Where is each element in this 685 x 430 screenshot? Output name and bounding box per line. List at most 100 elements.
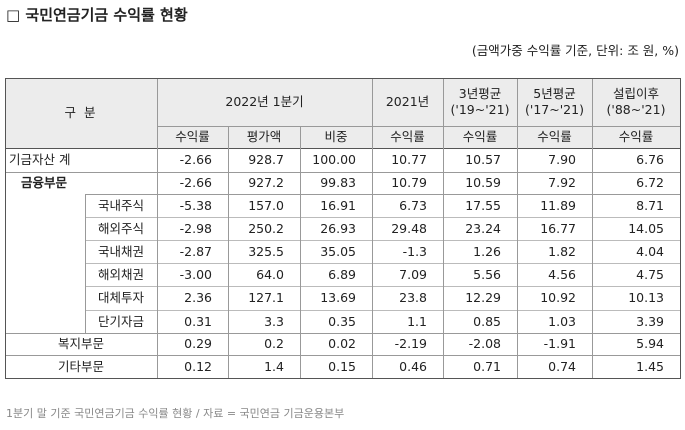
cell: 7.09 <box>399 266 427 282</box>
cell: 29.48 <box>391 220 427 236</box>
row-line <box>5 148 680 149</box>
group-header: 5년평균 ('17~'21) <box>517 78 592 126</box>
cell: 1.45 <box>636 358 664 374</box>
cell: -5.38 <box>179 197 212 213</box>
sub-header: 수익률 <box>462 129 498 145</box>
row-line <box>85 310 680 311</box>
col-line <box>517 78 518 378</box>
cell: 26.93 <box>320 220 356 236</box>
cell: 10.79 <box>391 175 427 191</box>
row-label: 해외채권 <box>97 266 144 282</box>
cell: 23.8 <box>399 290 427 306</box>
col-line <box>157 78 158 378</box>
cell: 157.0 <box>248 197 284 213</box>
cell: 1.82 <box>548 243 576 259</box>
cell: 0.2 <box>264 336 284 352</box>
cell: 1.26 <box>473 243 501 259</box>
sub-header: 비중 <box>324 129 348 145</box>
group-header: 3년평균 ('19~'21) <box>443 78 517 126</box>
group-header-line: ('17~'21) <box>525 102 584 117</box>
row-label: 단기자금 <box>97 313 144 329</box>
cell: -1.3 <box>402 243 427 259</box>
group-header-line: 2021년 <box>385 94 430 110</box>
cell: 3.39 <box>636 313 664 329</box>
cell: 23.24 <box>465 220 501 236</box>
row-label: 복지부문 <box>57 336 104 352</box>
group-header: 2021년 <box>372 78 443 126</box>
cell: 7.90 <box>548 152 576 168</box>
col-line <box>443 78 444 378</box>
cell: -2.66 <box>179 152 212 168</box>
row-label: 금융부문 <box>21 175 68 191</box>
cell: -3.00 <box>179 266 212 282</box>
corner-header: 구 분 <box>64 105 98 121</box>
sub-header: 수익률 <box>537 129 572 145</box>
row-label: 기타부문 <box>57 358 104 374</box>
group-header-line: 3년평균 <box>458 86 502 102</box>
cell: 16.91 <box>320 197 356 213</box>
cell: 127.1 <box>248 290 284 306</box>
cell: 16.77 <box>540 220 576 236</box>
group-header-line: 5년평균 <box>533 86 576 102</box>
cell: 325.5 <box>248 243 284 259</box>
row-label: 국내주식 <box>97 197 144 213</box>
cell: 14.05 <box>628 220 664 236</box>
group-header-line: ('88~'21) <box>606 102 666 117</box>
cell: 11.89 <box>540 197 576 213</box>
row-label: 대체투자 <box>97 290 144 306</box>
sub-header: 평가액 <box>246 129 282 145</box>
col-line <box>85 194 86 333</box>
row-label: 해외주식 <box>97 220 144 236</box>
col-line <box>228 126 229 378</box>
cell: 6.73 <box>399 197 427 213</box>
col-line <box>592 78 593 378</box>
cell: 0.85 <box>473 313 501 329</box>
caption: 1분기 말 기준 국민연금기금 수익률 현황 / 자료 = 국민연금 기금운용본… <box>6 407 345 420</box>
col-line <box>372 78 373 378</box>
cell: 12.29 <box>465 290 501 306</box>
cell: 5.94 <box>636 336 664 352</box>
cell: -1.91 <box>543 336 576 352</box>
group-header-line: 2022년 1분기 <box>225 94 304 110</box>
cell: -2.19 <box>394 336 427 352</box>
row-line <box>85 286 680 287</box>
row-line <box>85 194 680 195</box>
cell: 5.56 <box>473 266 501 282</box>
cell: 1.03 <box>548 313 576 329</box>
cell: 0.35 <box>328 313 356 329</box>
sub-header: 수익률 <box>390 129 425 145</box>
row-line <box>5 172 680 173</box>
row-label: 국내채권 <box>97 243 144 259</box>
cell: 0.31 <box>184 313 212 329</box>
cell: 0.71 <box>473 358 501 374</box>
group-header-line: ('19~'21) <box>450 102 510 117</box>
cell: 8.71 <box>636 197 664 213</box>
row-label: 기금자산 계 <box>9 152 71 168</box>
row-line <box>85 240 680 241</box>
cell: 10.57 <box>465 152 501 168</box>
cell: 0.74 <box>548 358 576 374</box>
cell: 2.36 <box>184 290 212 306</box>
cell: 10.77 <box>391 152 427 168</box>
cell: 7.92 <box>548 175 576 191</box>
row-line <box>5 333 680 334</box>
row-line <box>157 126 680 127</box>
cell: 99.83 <box>320 175 356 191</box>
cell: 10.92 <box>540 290 576 306</box>
cell: 3.3 <box>264 313 284 329</box>
cell: -2.87 <box>179 243 212 259</box>
title: □ 국민연금기금 수익률 현황 <box>6 6 188 24</box>
cell: 6.72 <box>636 175 664 191</box>
cell: 928.7 <box>248 152 284 168</box>
unit-note: (금액가중 수익률 기준, 단위: 조 원, %) <box>471 43 679 58</box>
cell: 10.13 <box>628 290 664 306</box>
sub-header: 수익률 <box>175 129 210 145</box>
table-border <box>5 78 681 379</box>
row-line <box>85 217 680 218</box>
cell: 6.76 <box>636 152 664 168</box>
cell: 35.05 <box>320 243 356 259</box>
group-header: 설립이후 ('88~'21) <box>592 78 680 126</box>
header-bg <box>5 78 680 148</box>
group-header-line: 설립이후 <box>612 86 659 102</box>
